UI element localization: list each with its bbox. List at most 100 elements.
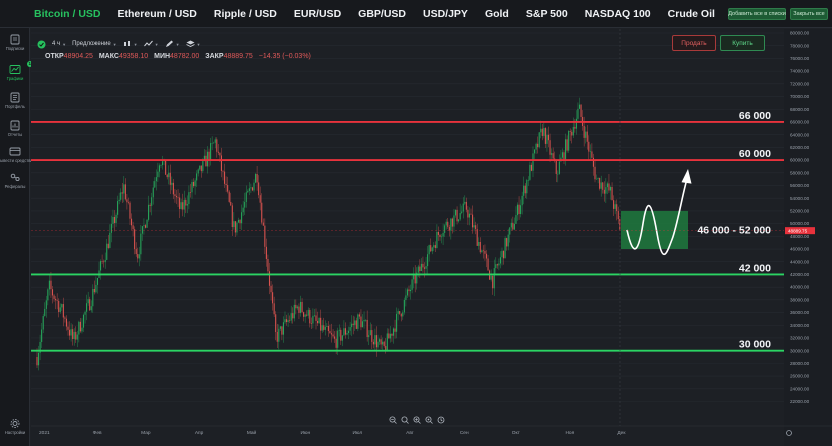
candle bbox=[425, 257, 427, 276]
tab-eur-usd[interactable]: EUR/USD bbox=[293, 8, 342, 20]
y-tick-label: 66000.00 bbox=[790, 120, 810, 125]
tab-crude-oil[interactable]: Crude Oil bbox=[667, 8, 715, 20]
sidebar-item-subscriptions[interactable]: Подписки bbox=[0, 34, 30, 60]
candle bbox=[234, 220, 236, 237]
candle bbox=[516, 202, 519, 221]
candle-body bbox=[389, 333, 391, 339]
candle bbox=[327, 321, 329, 337]
sidebar-item-referrals[interactable]: Рефералы bbox=[0, 172, 30, 198]
indicators-button[interactable]: ▼ bbox=[143, 38, 159, 50]
candle bbox=[244, 192, 246, 215]
candle-body bbox=[75, 331, 77, 340]
chart-settings-gear-icon[interactable] bbox=[786, 430, 792, 436]
candle bbox=[56, 293, 58, 310]
candle bbox=[318, 317, 320, 325]
candle bbox=[211, 136, 213, 151]
candle-body bbox=[126, 199, 128, 203]
candle-body bbox=[250, 187, 252, 189]
zoom-in-icon[interactable] bbox=[412, 415, 422, 425]
candle bbox=[199, 165, 201, 171]
candle bbox=[146, 219, 148, 228]
add-all-to-lists-button[interactable]: Добавить все в списки bbox=[728, 8, 786, 20]
candle-body bbox=[338, 329, 340, 331]
candle bbox=[504, 236, 506, 259]
close-all-button[interactable]: Закрыть все bbox=[790, 8, 828, 20]
candle-body bbox=[206, 151, 209, 167]
candle bbox=[594, 159, 596, 183]
candle-body bbox=[222, 170, 224, 172]
candle-body bbox=[330, 333, 333, 335]
candle bbox=[375, 326, 377, 357]
offer-value: Предложение bbox=[72, 41, 111, 47]
candle-body bbox=[605, 187, 607, 194]
candle bbox=[448, 224, 450, 237]
candle bbox=[529, 161, 531, 181]
candle bbox=[379, 337, 381, 345]
offer-select[interactable]: Предложение ▼ bbox=[72, 38, 117, 50]
candle-body bbox=[141, 226, 143, 234]
sidebar-item-portfolio[interactable]: Портфель bbox=[0, 92, 30, 118]
candle bbox=[194, 178, 196, 195]
candle-body bbox=[492, 275, 494, 289]
sidebar-item-settings[interactable]: Настройки bbox=[0, 418, 30, 444]
candle-body bbox=[456, 209, 458, 222]
zoom-out-icon[interactable] bbox=[388, 415, 398, 425]
layers-button[interactable]: ▼ bbox=[185, 38, 201, 50]
candle bbox=[459, 203, 461, 221]
candle bbox=[408, 285, 410, 297]
tab-bitcoin-usd[interactable]: Bitcoin / USD bbox=[34, 8, 101, 20]
candle-body bbox=[346, 333, 348, 335]
candle-body bbox=[180, 202, 182, 209]
candle bbox=[92, 284, 94, 313]
candle bbox=[135, 242, 137, 257]
candle bbox=[62, 297, 64, 327]
x-tick-label: Фев bbox=[93, 430, 102, 436]
tab-gbp-usd[interactable]: GBP/USD bbox=[358, 8, 406, 20]
timeframe-select[interactable]: 4 ч ▼ bbox=[52, 38, 66, 50]
price-chart[interactable]: 80000.00 78000.00 76000.00 74000.00 72000.00… bbox=[31, 29, 832, 446]
fit-zoom-icon[interactable] bbox=[424, 415, 434, 425]
candle-body bbox=[436, 231, 438, 249]
candle bbox=[45, 295, 47, 318]
history-icon[interactable] bbox=[436, 415, 446, 425]
candle bbox=[65, 315, 67, 331]
drawing-tools-button[interactable]: ▼ bbox=[165, 38, 180, 50]
tab-usd-jpy[interactable]: USD/JPY bbox=[423, 8, 468, 20]
candle bbox=[363, 311, 365, 329]
candle bbox=[492, 275, 494, 295]
candle bbox=[482, 245, 484, 259]
candle-body bbox=[422, 263, 424, 268]
candle-body bbox=[616, 204, 618, 212]
chart-type-button[interactable]: ▼ bbox=[123, 38, 138, 50]
candle-body bbox=[55, 298, 57, 301]
sidebar-item-withdraw[interactable]: Вывести средства bbox=[0, 146, 33, 172]
candle-body bbox=[382, 341, 384, 345]
candle bbox=[572, 117, 574, 139]
tab-gold[interactable]: Gold bbox=[484, 8, 509, 20]
candle-body bbox=[67, 326, 69, 330]
buy-button[interactable]: Купить bbox=[720, 35, 765, 51]
tab-s-p-500[interactable]: S&P 500 bbox=[525, 8, 568, 20]
tab-ethereum-usd[interactable]: Ethereum / USD bbox=[117, 8, 197, 20]
candle bbox=[132, 221, 134, 237]
candle-body bbox=[179, 197, 181, 209]
candle-body bbox=[433, 245, 435, 248]
candle bbox=[69, 321, 71, 340]
chart-panel[interactable]: 80000.00 78000.00 76000.00 74000.00 72000.00… bbox=[31, 29, 832, 446]
sidebar-item-charts[interactable]: 1 Графики bbox=[0, 61, 33, 90]
sell-button[interactable]: Продать bbox=[672, 35, 716, 51]
tab-nasdaq-100[interactable]: NASDAQ 100 bbox=[584, 8, 651, 20]
candle-body bbox=[372, 341, 374, 345]
open-value: 48904.25 bbox=[63, 53, 93, 60]
candle bbox=[534, 148, 536, 160]
candle bbox=[592, 153, 594, 176]
symbol-logo-icon[interactable] bbox=[37, 38, 46, 50]
tab-ripple-usd[interactable]: Ripple / USD bbox=[213, 8, 277, 20]
reset-zoom-icon[interactable] bbox=[400, 415, 410, 425]
sidebar-item-reports[interactable]: Отчеты bbox=[0, 120, 30, 146]
candle bbox=[239, 219, 241, 230]
x-tick-label: Июл bbox=[352, 430, 362, 436]
candle bbox=[231, 202, 233, 236]
candle-body bbox=[453, 215, 455, 227]
candles-icon bbox=[123, 41, 130, 46]
